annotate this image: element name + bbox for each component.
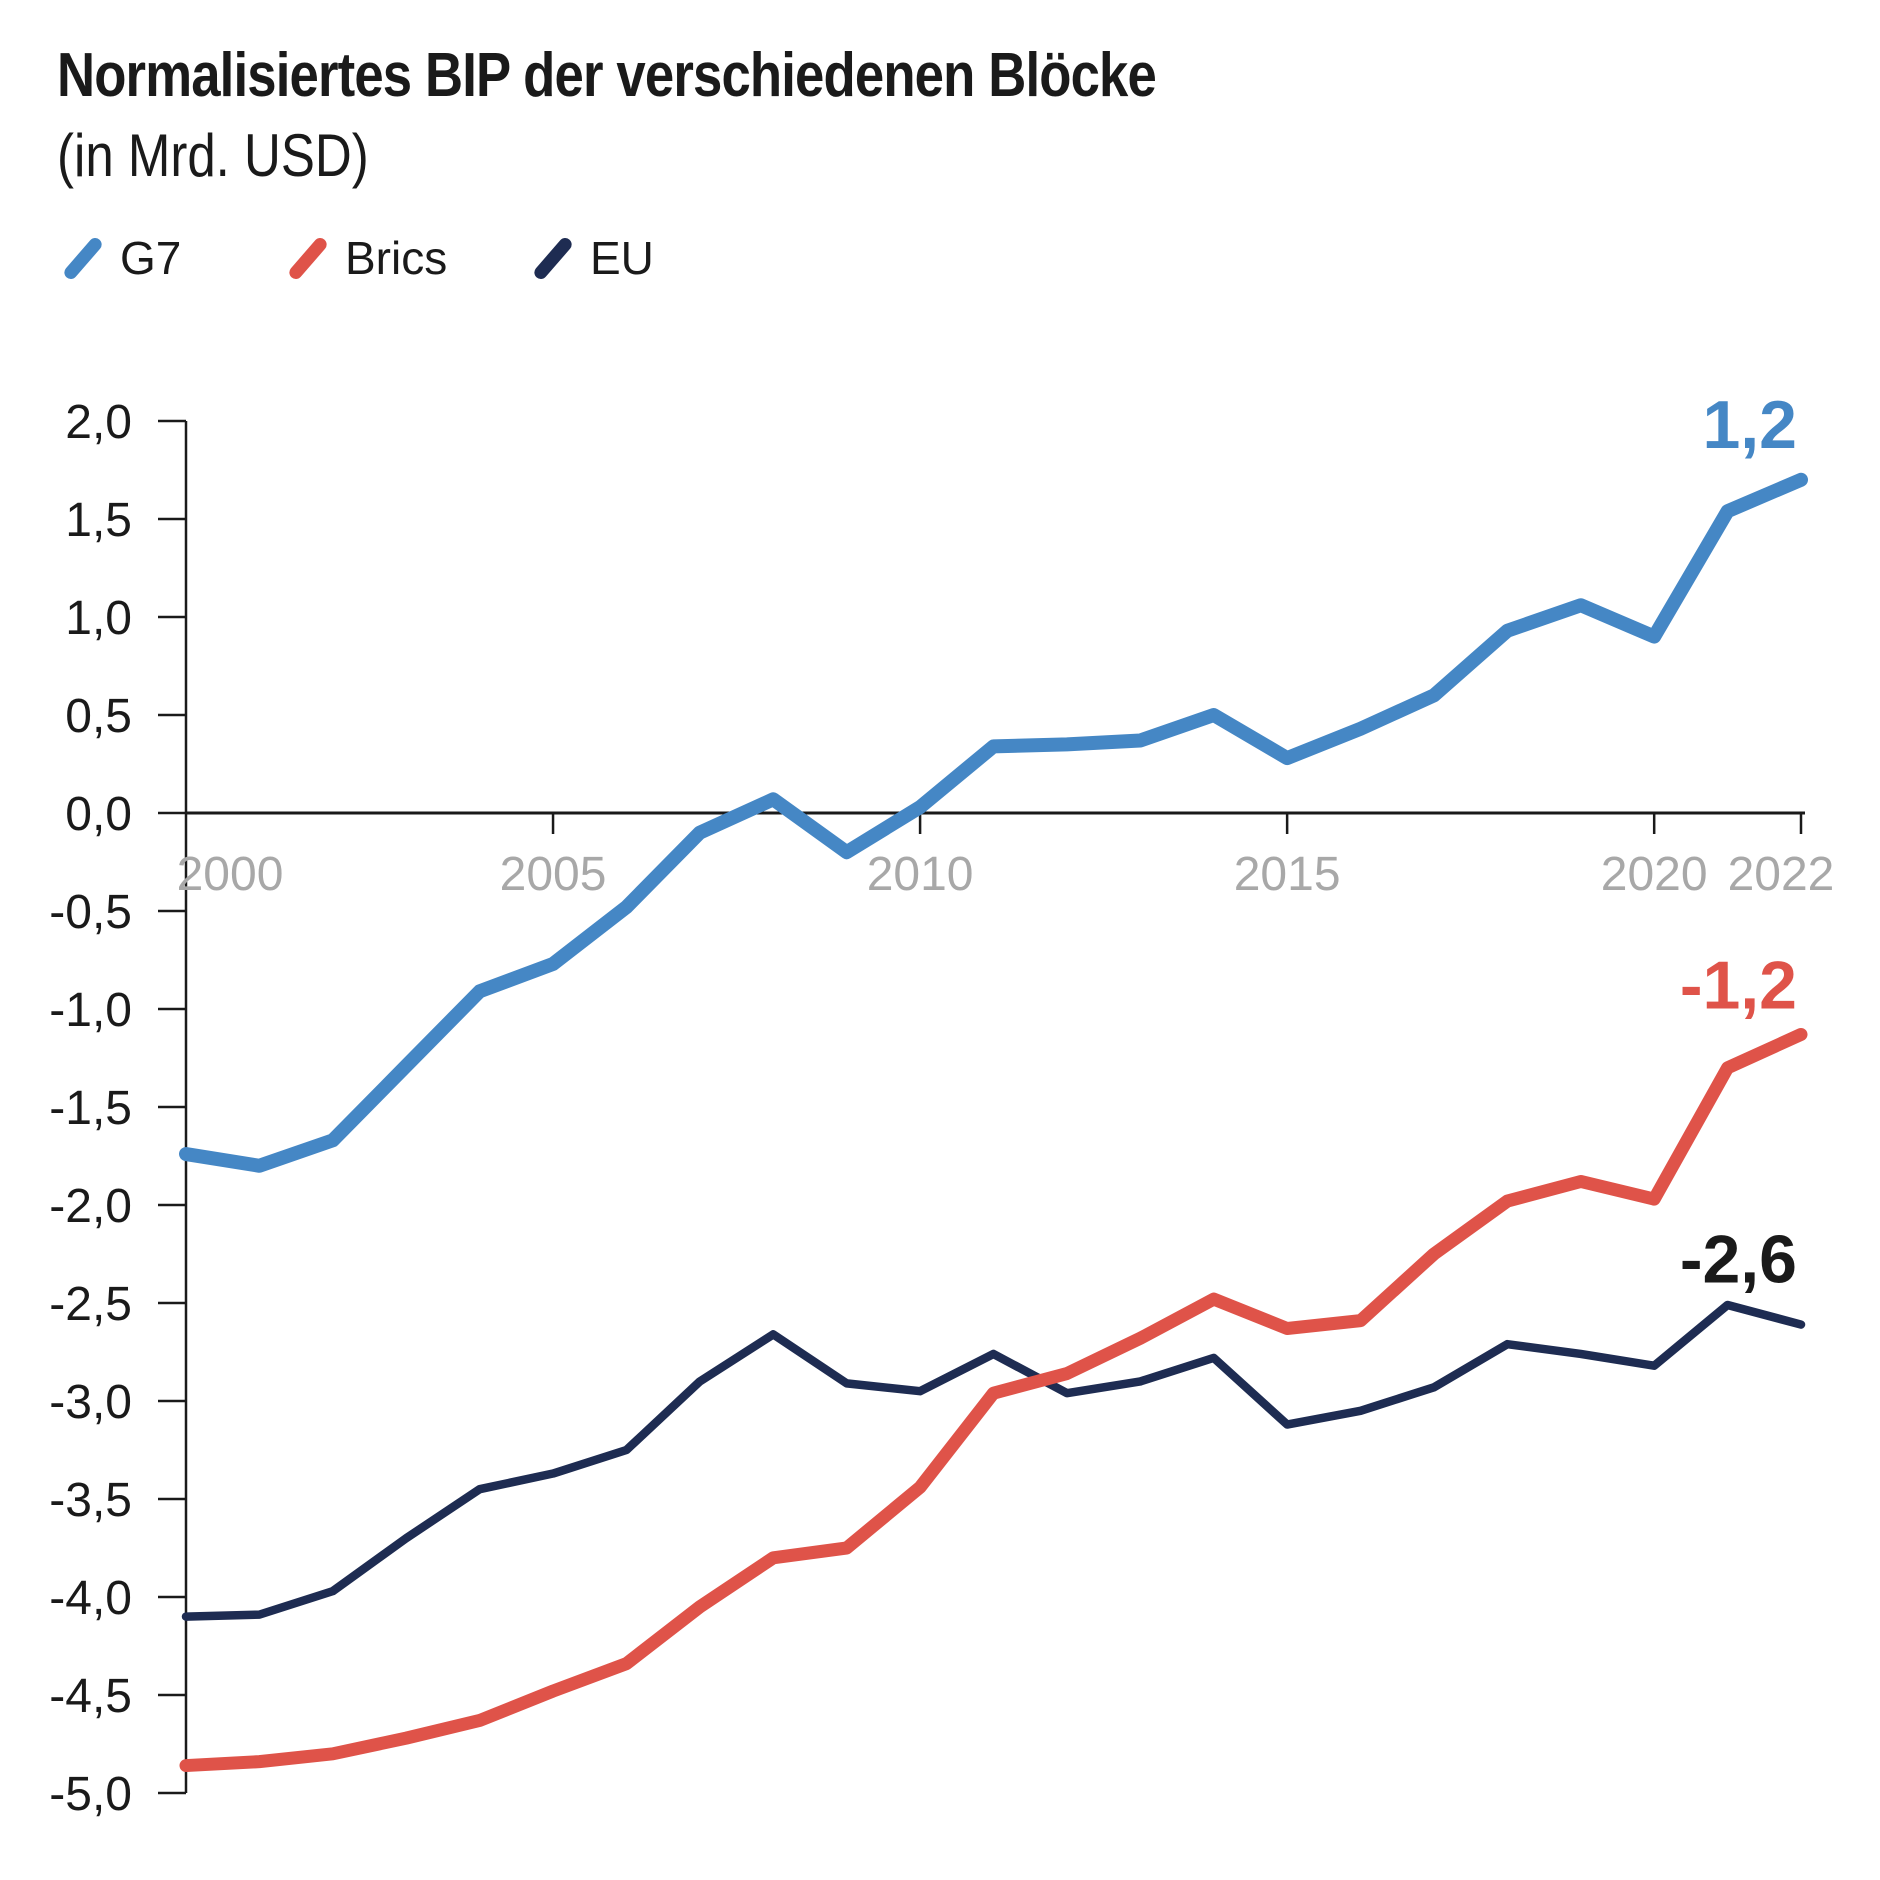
x-tick-labels: 2000 2005 2010 2015 2020 2022 <box>177 813 1835 901</box>
series-line-brics <box>179 1027 1808 1773</box>
y-tick-label: -2,0 <box>49 1180 132 1233</box>
y-tick-label: 1,0 <box>65 592 132 645</box>
legend-item-brics: Brics <box>283 228 447 288</box>
x-tick-label: 2015 <box>1234 848 1341 901</box>
y-tick-label: -5,0 <box>49 1768 132 1821</box>
y-axis <box>158 419 188 1795</box>
legend-label-g7: G7 <box>120 232 182 284</box>
legend-label-eu: EU <box>590 232 654 284</box>
series-line-eu <box>181 1300 1806 1621</box>
chart-header: Normalisiertes BIP der verschiedenen Blö… <box>57 40 1350 190</box>
page-subtitle: (in Mrd. USD) <box>57 122 369 189</box>
y-tick-label: 0,0 <box>65 788 132 841</box>
end-label-eu: -2,6 <box>1680 1222 1797 1298</box>
x-tick-label: 2005 <box>500 848 607 901</box>
legend-item-eu: EU <box>528 228 654 288</box>
x-tick-label: 2020 <box>1601 848 1708 901</box>
legend-item-g7: G7 <box>58 228 181 288</box>
y-tick-label: -0,5 <box>49 886 132 939</box>
y-tick-label: -4,5 <box>49 1670 132 1723</box>
y-tick-label: -3,0 <box>49 1376 132 1429</box>
y-tick-label: -1,5 <box>49 1082 132 1135</box>
chart-legend: G7 Brics EU <box>0 228 1880 288</box>
y-tick-label: -1,0 <box>49 984 132 1037</box>
page-title: Normalisiertes BIP der verschiedenen Blö… <box>57 41 1157 110</box>
end-label-g7: 1,2 <box>1702 387 1797 463</box>
y-tick-label: -3,5 <box>49 1474 132 1527</box>
y-tick-label: 2,0 <box>65 396 132 449</box>
y-tick-label: -2,5 <box>49 1278 132 1331</box>
series-line-g7 <box>179 472 1808 1173</box>
y-tick-label: 1,5 <box>65 494 132 547</box>
x-tick-label: 2022 <box>1728 848 1835 901</box>
legend-label-brics: Brics <box>345 232 448 284</box>
end-label-brics: -1,2 <box>1680 947 1797 1023</box>
y-tick-label: 0,5 <box>65 690 132 743</box>
y-tick-label: -4,0 <box>49 1572 132 1625</box>
y-tick-labels: 2,0 1,5 1,0 0,5 0,0 -0,5 -1,0 -1,5 -2,0 -2,5 -3,0 -… <box>49 396 132 1821</box>
x-tick-label: 2000 <box>177 848 284 901</box>
x-tick-label: 2010 <box>867 848 974 901</box>
